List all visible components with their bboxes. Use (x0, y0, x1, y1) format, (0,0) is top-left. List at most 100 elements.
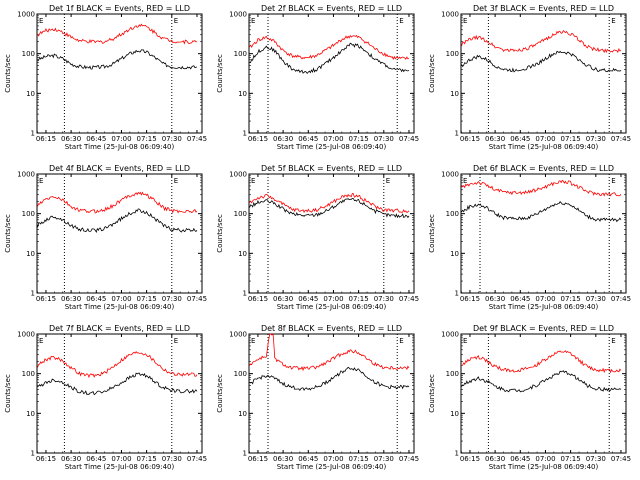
x-tick-label: 06:30 (61, 295, 81, 303)
x-tick-label: 06:15 (36, 295, 56, 303)
chart-panel-6: Det 6f BLACK = Events, RED = LLD 06:15 06:… (428, 164, 631, 311)
x-tick-label: 06:45 (86, 295, 106, 303)
x-tick-label: 07:30 (374, 135, 394, 143)
e-flag-left: E (251, 337, 255, 345)
chart-title: Det 1f BLACK = Events, RED = LLD (49, 4, 190, 13)
x-tick-label: 06:15 (460, 135, 480, 143)
y-axis-label: Counts/sec (428, 214, 436, 253)
x-tick-label: 06:45 (298, 455, 318, 463)
chart-panel-7: Det 7f BLACK = Events, RED = LLD 06:15 06:… (4, 324, 207, 471)
x-tick-label: 06:45 (298, 135, 318, 143)
y-tick-label: 100 (234, 370, 247, 378)
x-tick-label: 07:15 (561, 455, 581, 463)
e-flag-left: E (463, 177, 467, 185)
x-tick-label: 07:30 (162, 455, 182, 463)
e-flag: E (611, 337, 615, 345)
x-tick-label: 07:15 (137, 295, 157, 303)
x-tick-label: 06:45 (86, 135, 106, 143)
x-tick-label: 07:15 (349, 295, 369, 303)
x-tick-label: 06:45 (510, 455, 530, 463)
x-tick-label: 07:00 (111, 135, 131, 143)
x-tick-label: 07:45 (611, 455, 631, 463)
series-line-lld (249, 193, 410, 214)
y-axis-label: Counts/sec (4, 214, 12, 253)
x-tick-label: 06:30 (61, 455, 81, 463)
chart-title: Det 6f BLACK = Events, RED = LLD (473, 164, 614, 173)
y-tick-label: 10 (238, 90, 247, 98)
x-tick-label: 06:15 (460, 295, 480, 303)
x-tick-label: 07:00 (535, 135, 555, 143)
series-line-events (37, 208, 198, 233)
y-tick-label: 10 (26, 410, 35, 418)
e-flag-left: E (39, 337, 43, 345)
chart-title: Det 7f BLACK = Events, RED = LLD (49, 324, 190, 333)
chart-title: Det 3f BLACK = Events, RED = LLD (473, 4, 614, 13)
y-tick-label: 1 (455, 130, 459, 138)
x-tick-label: 07:00 (323, 295, 343, 303)
chart-panel-4: Det 4f BLACK = Events, RED = LLD 06:15 06:… (4, 164, 207, 311)
y-tick-label: 1000 (17, 11, 35, 19)
x-tick-label: 07:15 (137, 135, 157, 143)
y-tick-label: 1000 (441, 11, 459, 19)
y-tick-label: 1000 (229, 11, 247, 19)
x-axis-label: Start Time (25-Jul-08 06:09:40) (277, 143, 387, 151)
y-tick-label: 10 (26, 250, 35, 258)
y-axis-label: Counts/sec (216, 214, 224, 253)
x-tick-label: 07:30 (586, 455, 606, 463)
x-tick-label: 07:15 (137, 455, 157, 463)
y-axis-label: Counts/sec (4, 374, 12, 413)
x-tick-label: 07:15 (561, 295, 581, 303)
x-axis-label: Start Time (25-Jul-08 06:09:40) (65, 303, 175, 311)
series-line-lld (37, 351, 198, 379)
y-tick-label: 1 (455, 450, 459, 458)
y-tick-label: 100 (22, 210, 35, 218)
x-tick-label: 07:30 (374, 295, 394, 303)
e-flag: E (611, 17, 615, 25)
series-line-events (461, 370, 622, 393)
x-tick-label: 06:45 (86, 455, 106, 463)
y-axis-label: Counts/sec (216, 374, 224, 413)
x-tick-label: 07:15 (349, 135, 369, 143)
chart-title: Det 4f BLACK = Events, RED = LLD (49, 164, 190, 173)
y-tick-label: 1000 (229, 171, 247, 179)
y-tick-label: 10 (238, 250, 247, 258)
x-axis-label: Start Time (25-Jul-08 06:09:40) (277, 463, 387, 471)
x-tick-label: 06:15 (36, 455, 56, 463)
series-line-lld (37, 191, 198, 214)
y-axis-label: Counts/sec (4, 54, 12, 93)
y-tick-label: 1 (243, 130, 247, 138)
x-axis-label: Start Time (25-Jul-08 06:09:40) (489, 463, 599, 471)
x-axis-label: Start Time (25-Jul-08 06:09:40) (277, 303, 387, 311)
x-tick-label: 06:45 (298, 295, 318, 303)
x-tick-label: 06:15 (36, 135, 56, 143)
y-tick-label: 1 (455, 290, 459, 298)
y-tick-label: 100 (22, 50, 35, 58)
x-tick-label: 07:00 (535, 295, 555, 303)
y-axis-label: Counts/sec (216, 54, 224, 93)
x-tick-label: 06:30 (273, 135, 293, 143)
x-tick-label: 06:15 (248, 135, 268, 143)
x-tick-label: 07:30 (586, 135, 606, 143)
x-axis-label: Start Time (25-Jul-08 06:09:40) (65, 143, 175, 151)
e-flag-left: E (463, 337, 467, 345)
y-tick-label: 100 (446, 50, 459, 58)
chart-panel-1: Det 1f BLACK = Events, RED = LLD 06:15 06:… (4, 4, 207, 151)
x-tick-label: 07:30 (374, 455, 394, 463)
series-line-lld (249, 333, 410, 372)
x-tick-label: 07:00 (323, 455, 343, 463)
x-tick-label: 07:45 (611, 135, 631, 143)
y-tick-label: 100 (446, 210, 459, 218)
plot-frame (36, 13, 203, 134)
x-axis-label: Start Time (25-Jul-08 06:09:40) (489, 303, 599, 311)
chart-panel-3: Det 3f BLACK = Events, RED = LLD 06:15 06:… (428, 4, 631, 151)
x-tick-label: 06:15 (248, 455, 268, 463)
y-tick-label: 100 (234, 50, 247, 58)
series-line-events (461, 50, 622, 73)
y-tick-label: 1000 (441, 331, 459, 339)
chart-panel-5: Det 5f BLACK = Events, RED = LLD 06:15 06:… (216, 164, 419, 311)
series-line-events (249, 42, 410, 75)
chart-panel-9: Det 9f BLACK = Events, RED = LLD 06:15 06:… (428, 324, 631, 471)
y-tick-label: 1000 (17, 171, 35, 179)
x-tick-label: 07:45 (187, 135, 207, 143)
e-flag-left: E (463, 17, 467, 25)
